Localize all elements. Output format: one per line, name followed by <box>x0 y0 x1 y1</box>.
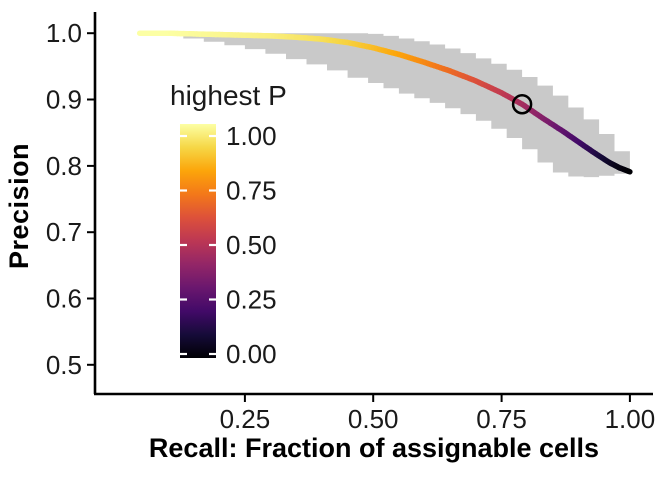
svg-text:0.5: 0.5 <box>46 350 82 380</box>
svg-text:1.00: 1.00 <box>226 121 277 151</box>
y-axis-title: Precision <box>4 142 34 270</box>
legend-title: highest P <box>170 80 287 111</box>
svg-text:0.50: 0.50 <box>348 404 399 434</box>
svg-text:0.75: 0.75 <box>226 176 277 206</box>
svg-text:0.25: 0.25 <box>226 285 277 315</box>
svg-text:0.7: 0.7 <box>46 217 82 247</box>
svg-text:0.50: 0.50 <box>226 230 277 260</box>
svg-text:0.75: 0.75 <box>476 404 527 434</box>
svg-text:0.9: 0.9 <box>46 85 82 115</box>
svg-text:1.00: 1.00 <box>605 404 656 434</box>
svg-text:0.6: 0.6 <box>46 284 82 314</box>
x-axis-title: Recall: Fraction of assignable cells <box>148 433 600 463</box>
svg-text:0.00: 0.00 <box>226 339 277 369</box>
svg-text:1.0: 1.0 <box>46 18 82 48</box>
svg-text:0.8: 0.8 <box>46 151 82 181</box>
svg-text:0.25: 0.25 <box>220 404 271 434</box>
